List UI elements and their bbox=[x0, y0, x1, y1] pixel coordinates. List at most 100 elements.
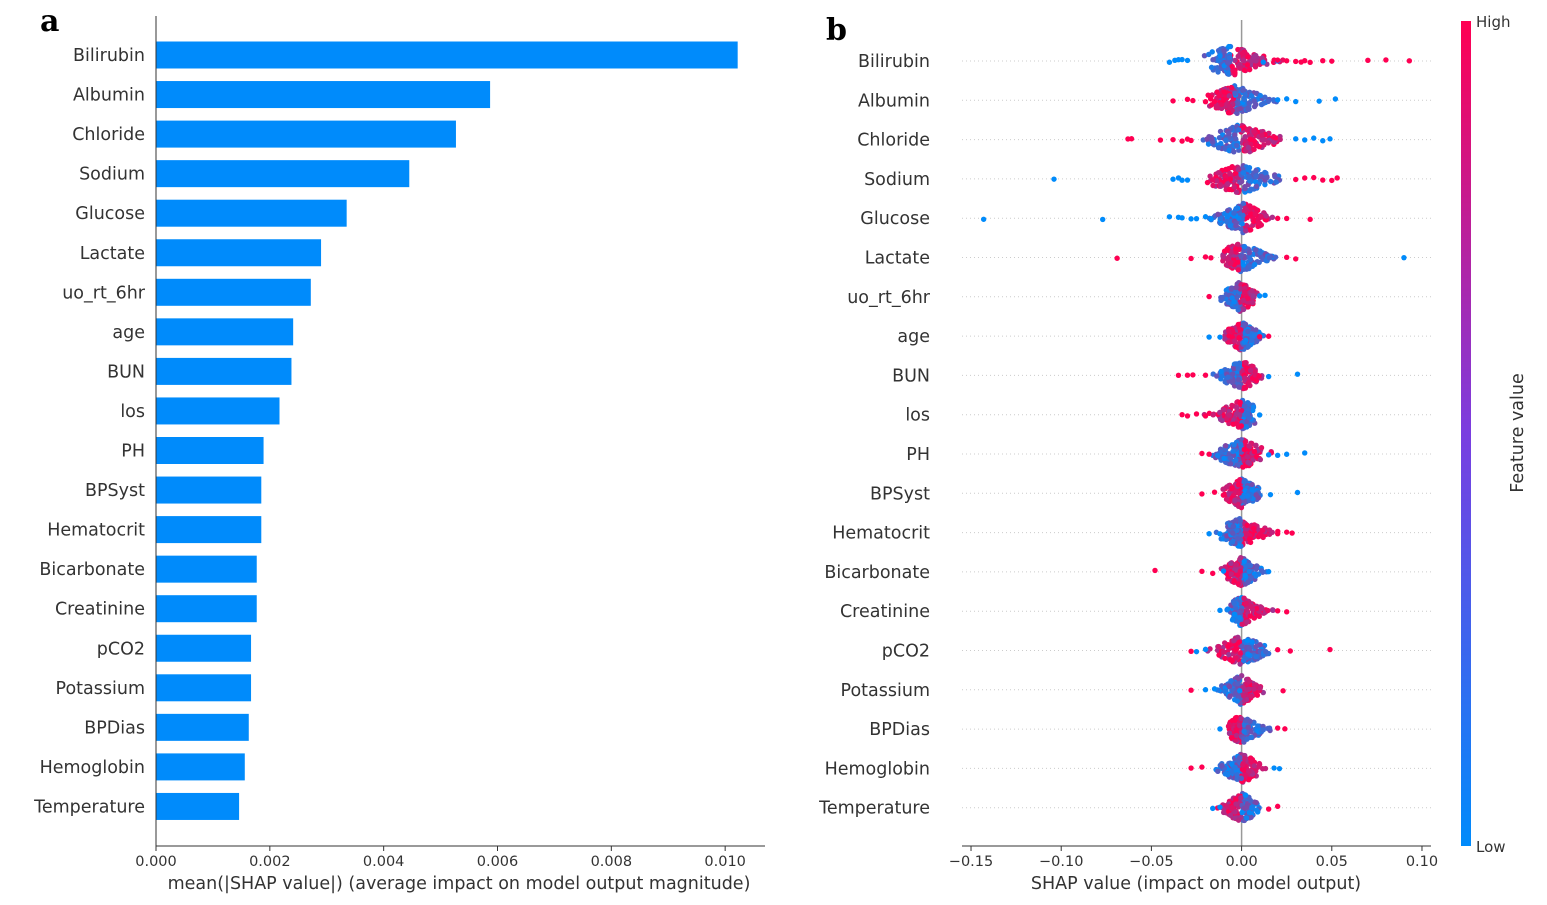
dot-albumin bbox=[1257, 92, 1264, 99]
dot-ph bbox=[1199, 450, 1205, 457]
dot-sodium bbox=[1170, 176, 1176, 182]
dot-bilirubin bbox=[1239, 50, 1246, 57]
dot-hemoglobin bbox=[1241, 767, 1247, 773]
dot-albumin bbox=[1262, 94, 1268, 100]
dot-hematocrit bbox=[1234, 536, 1241, 542]
dot-bpdias bbox=[1282, 726, 1288, 732]
dot-chloride bbox=[1251, 146, 1257, 153]
dot-hematocrit bbox=[1229, 539, 1236, 545]
dot-uo-rt-6hr bbox=[1250, 293, 1257, 299]
dot-sodium bbox=[1253, 173, 1259, 179]
dot-bicarbonate bbox=[1228, 560, 1234, 567]
y-tick-label-b-uo-rt-6hr: uo_rt_6hr bbox=[847, 288, 931, 308]
dot-bilirubin bbox=[1221, 48, 1227, 54]
dot-bun bbox=[1230, 378, 1236, 385]
bar-potassium bbox=[156, 674, 252, 702]
dot-albumin bbox=[1211, 98, 1218, 105]
dot-creatinine bbox=[1239, 621, 1245, 627]
dot-hematocrit bbox=[1246, 536, 1253, 542]
dot-glucose bbox=[1243, 222, 1250, 229]
dot-bun bbox=[1214, 373, 1220, 379]
dot-age bbox=[1253, 327, 1259, 333]
dot-temperature bbox=[1224, 804, 1230, 810]
dot-bilirubin bbox=[1226, 55, 1233, 61]
dot-ph bbox=[1221, 455, 1227, 462]
dot-chloride bbox=[1218, 140, 1224, 147]
dot-glucose bbox=[1255, 219, 1262, 226]
y-tick-label-chloride: Chloride bbox=[72, 125, 145, 145]
dot-temperature bbox=[1247, 797, 1254, 804]
dot-hemoglobin bbox=[1238, 775, 1245, 782]
dot-pco2 bbox=[1237, 661, 1243, 667]
dot-sodium bbox=[1235, 166, 1242, 173]
dot-bun bbox=[1241, 384, 1248, 391]
dot-ph bbox=[1274, 452, 1281, 459]
dot-potassium bbox=[1202, 687, 1209, 693]
dot-bicarbonate bbox=[1246, 568, 1252, 575]
dot-pco2 bbox=[1253, 643, 1259, 650]
dot-sodium bbox=[1334, 175, 1340, 181]
dot-los bbox=[1193, 411, 1200, 417]
dot-hemoglobin bbox=[1237, 754, 1243, 761]
dot-temperature bbox=[1210, 805, 1216, 812]
dot-albumin bbox=[1283, 96, 1290, 102]
dot-sodium bbox=[1224, 181, 1231, 187]
dot-chloride bbox=[1244, 127, 1250, 133]
x-tick-label-a-3: 0.006 bbox=[477, 854, 519, 870]
dot-lactate bbox=[1114, 255, 1120, 261]
x-axis-label-a: mean(|SHAP value|) (average impact on mo… bbox=[168, 874, 751, 894]
dot-bpdias bbox=[1248, 734, 1255, 740]
dot-bilirubin bbox=[1245, 54, 1251, 60]
bar-ph bbox=[156, 437, 264, 464]
dot-chloride bbox=[1247, 136, 1254, 143]
dot-sodium bbox=[1267, 178, 1274, 185]
dot-potassium bbox=[1280, 688, 1286, 694]
y-tick-label-ph: PH bbox=[121, 442, 145, 462]
y-tick-label-potassium: Potassium bbox=[56, 679, 145, 699]
dot-bpdias bbox=[1241, 722, 1247, 728]
dot-hematocrit bbox=[1259, 527, 1266, 533]
beeswarm-panel-b: Bilirubin Albumin Chloride Sodium Glucose Lac… bbox=[818, 20, 1438, 870]
dot-lactate bbox=[1220, 258, 1226, 264]
y-tick-label-los: los bbox=[120, 402, 145, 422]
dot-potassium bbox=[1240, 684, 1246, 691]
dot-sodium bbox=[1293, 176, 1299, 183]
dot-ph bbox=[1258, 444, 1265, 451]
dot-bpsyst bbox=[1249, 481, 1255, 488]
dot-creatinine bbox=[1283, 609, 1290, 615]
dot-pco2 bbox=[1246, 645, 1252, 652]
dot-los bbox=[1230, 417, 1236, 423]
dot-hematocrit bbox=[1238, 532, 1244, 538]
dot-hematocrit bbox=[1233, 517, 1239, 524]
dot-chloride bbox=[1261, 136, 1267, 143]
dot-age bbox=[1249, 337, 1255, 343]
dot-bpdias bbox=[1244, 736, 1250, 742]
dot-sodium bbox=[1227, 170, 1233, 177]
dot-uo-rt-6hr bbox=[1218, 294, 1224, 301]
dot-bilirubin bbox=[1259, 55, 1265, 61]
dot-bpsyst bbox=[1199, 491, 1205, 497]
dot-sodium bbox=[1226, 186, 1233, 193]
dot-ph bbox=[1233, 457, 1239, 463]
dot-potassium bbox=[1227, 693, 1233, 699]
dot-ph bbox=[1302, 450, 1308, 456]
dot-chloride bbox=[1259, 132, 1265, 138]
dot-glucose bbox=[1307, 216, 1313, 223]
dot-hemoglobin bbox=[1242, 772, 1249, 778]
dot-potassium bbox=[1257, 685, 1263, 691]
dot-bun bbox=[1218, 368, 1224, 375]
dot-lactate bbox=[1240, 266, 1246, 272]
dot-pco2 bbox=[1188, 648, 1194, 654]
dot-bpdias bbox=[1245, 724, 1251, 730]
bar-sodium bbox=[156, 160, 410, 188]
dot-chloride bbox=[1236, 127, 1242, 133]
dot-lactate bbox=[1227, 260, 1234, 267]
dot-pco2 bbox=[1202, 646, 1209, 653]
dot-bicarbonate bbox=[1253, 573, 1259, 579]
dot-bun bbox=[1175, 372, 1182, 379]
dot-bun bbox=[1235, 365, 1241, 372]
dot-bilirubin bbox=[1244, 62, 1251, 68]
x-tick-label-b-5: 0.10 bbox=[1406, 854, 1438, 870]
dot-albumin bbox=[1248, 93, 1255, 99]
dot-sodium bbox=[1253, 168, 1259, 174]
